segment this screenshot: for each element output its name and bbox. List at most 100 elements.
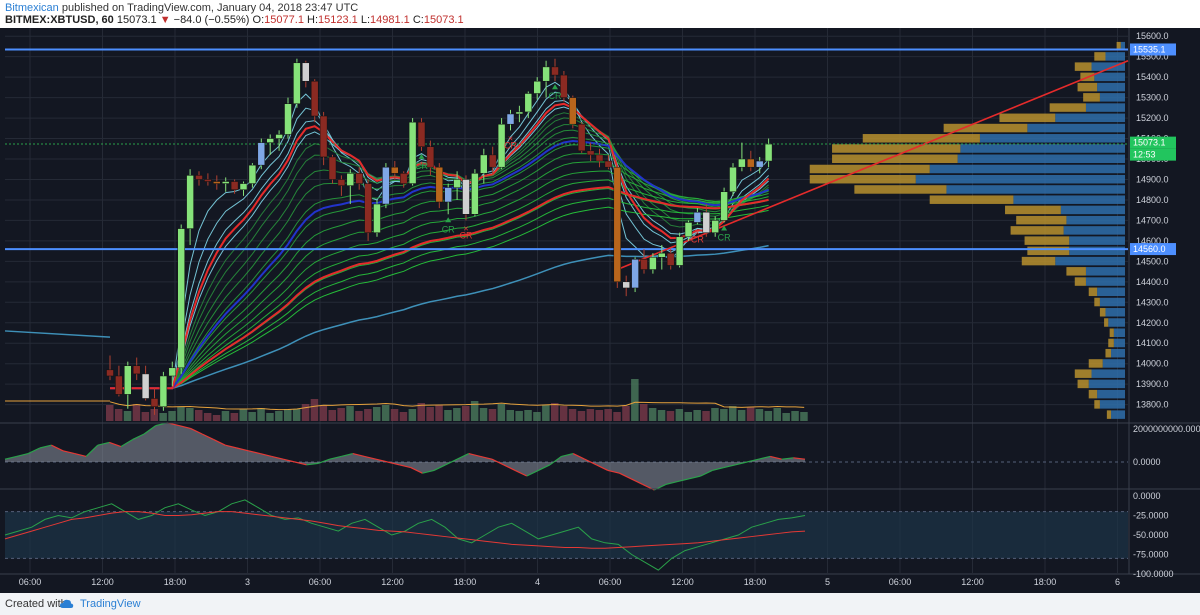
- candle-body: [471, 173, 479, 215]
- osc1-line-segment: [143, 425, 157, 435]
- osc1-tick-label: 2000000000.0000: [1133, 424, 1200, 434]
- profile-bar-down: [1088, 389, 1098, 399]
- osc1-line-segment: [700, 469, 713, 477]
- profile-bar-up: [1063, 226, 1125, 235]
- candle-body: [159, 375, 168, 407]
- time-tick-label: 6: [1115, 577, 1120, 587]
- profile-bar-up: [1085, 267, 1125, 276]
- osc1-line-segment: [132, 433, 145, 441]
- time-tick-label: 18:00: [164, 577, 187, 587]
- time-tick-label: 12:00: [671, 577, 694, 587]
- profile-bar-up: [915, 174, 1125, 184]
- ribbon-line: [110, 197, 769, 389]
- open-value: 15077.1: [264, 14, 304, 26]
- profile-bar-down: [1024, 236, 1070, 245]
- candle-body: [613, 166, 622, 283]
- oscillator-1: [4, 422, 1128, 491]
- profile-bar-down: [1074, 277, 1086, 286]
- candle-body: [462, 179, 470, 215]
- profile-bar-up: [1097, 82, 1125, 92]
- volume-bar: [212, 415, 221, 421]
- osc1-line-segment: [584, 458, 597, 466]
- osc1-line-segment: [561, 453, 574, 457]
- osc1-line-segment: [74, 453, 87, 457]
- horizontal-lines: [5, 48, 1129, 271]
- candle-body: [640, 259, 648, 270]
- volume-bar: [755, 409, 764, 421]
- osc1-line-segment: [16, 453, 29, 457]
- osc1-line-segment: [306, 462, 319, 466]
- profile-bar-down: [854, 185, 947, 194]
- volume-bar: [524, 410, 532, 421]
- volume-bar: [141, 412, 150, 421]
- profile-bar-down: [809, 174, 916, 184]
- signal-label: CR: [415, 161, 428, 171]
- profile-bar-down: [1010, 226, 1064, 235]
- osc1-line-segment: [468, 453, 481, 457]
- osc1-line-segment: [109, 441, 122, 448]
- osc1-line-segment: [712, 467, 724, 471]
- volume-bar: [337, 408, 345, 421]
- profile-bar-up: [1013, 195, 1125, 204]
- osc1-line-segment: [271, 455, 284, 460]
- oscillator-2: [4, 499, 1128, 571]
- osc1-line-segment: [735, 461, 748, 466]
- volume-bar: [595, 410, 603, 421]
- candle-body: [577, 123, 586, 152]
- candle-body: [488, 154, 497, 168]
- candle-body: [497, 123, 506, 168]
- volume-bar: [542, 405, 550, 421]
- volume-bar: [364, 409, 372, 421]
- osc1-line-segment: [364, 455, 377, 460]
- profile-bar-down: [832, 154, 958, 163]
- signal-cross-icon: ×: [508, 133, 513, 143]
- volume-bar: [640, 404, 648, 421]
- osc1-line-segment: [491, 458, 504, 466]
- time-tick-label: 12:00: [961, 577, 984, 587]
- high-label: H:: [307, 14, 318, 26]
- time-tick-label: 18:00: [1034, 577, 1057, 587]
- ribbon-line: [110, 206, 769, 389]
- time-tick-label: 06:00: [889, 577, 912, 587]
- volume-bar: [746, 407, 755, 421]
- profile-bar-up: [979, 134, 1125, 143]
- tradingview-link[interactable]: TradingView: [80, 598, 141, 610]
- volume-bar: [800, 412, 808, 421]
- candle-body: [435, 166, 444, 203]
- volume-bar: [132, 404, 141, 421]
- candle-body: [382, 166, 390, 205]
- price-tick-label: 14000.0: [1136, 359, 1169, 369]
- profile-bar-down: [999, 113, 1056, 123]
- volume-bar: [657, 410, 666, 421]
- symbol-header: BITMEX:XBTUSD, 60 15073.1 ▼ −84.0 (−0.55…: [5, 14, 464, 26]
- profile-bar-down: [1094, 297, 1100, 307]
- signal-arrow-icon: [418, 153, 425, 159]
- footer-bar: Created with TradingView: [0, 593, 1200, 615]
- time-tick-label: 4: [535, 577, 540, 587]
- upper-line-price-label: 15535.1: [1133, 44, 1166, 54]
- profile-bar-up: [1102, 359, 1125, 368]
- profile-bar-down: [1074, 62, 1092, 71]
- signal-label: CR: [549, 91, 562, 101]
- author-link[interactable]: Bitmexican: [5, 2, 59, 14]
- signal-arrow-icon: [552, 84, 558, 90]
- osc1-line-segment: [236, 447, 249, 452]
- high-value: 15123.1: [318, 14, 358, 26]
- volume-bar: [782, 413, 790, 421]
- volume-bar: [622, 406, 630, 421]
- candle-body: [319, 115, 328, 158]
- osc2-tick-label: 0.0000: [1133, 491, 1161, 501]
- volume-bar: [551, 403, 559, 421]
- profile-bar-down: [1106, 410, 1112, 419]
- osc1-line-segment: [514, 469, 528, 477]
- osc2-red-line: [4, 511, 806, 549]
- volume-bar: [631, 379, 639, 421]
- volume-bar: [150, 409, 158, 421]
- profile-bar-up: [1091, 369, 1125, 378]
- candle-body: [444, 187, 452, 203]
- price-tick-label: 15500.0: [1136, 52, 1169, 62]
- osc1-line-segment: [387, 461, 400, 466]
- volume-bar: [355, 411, 363, 421]
- time-tick-label: 3: [245, 577, 250, 587]
